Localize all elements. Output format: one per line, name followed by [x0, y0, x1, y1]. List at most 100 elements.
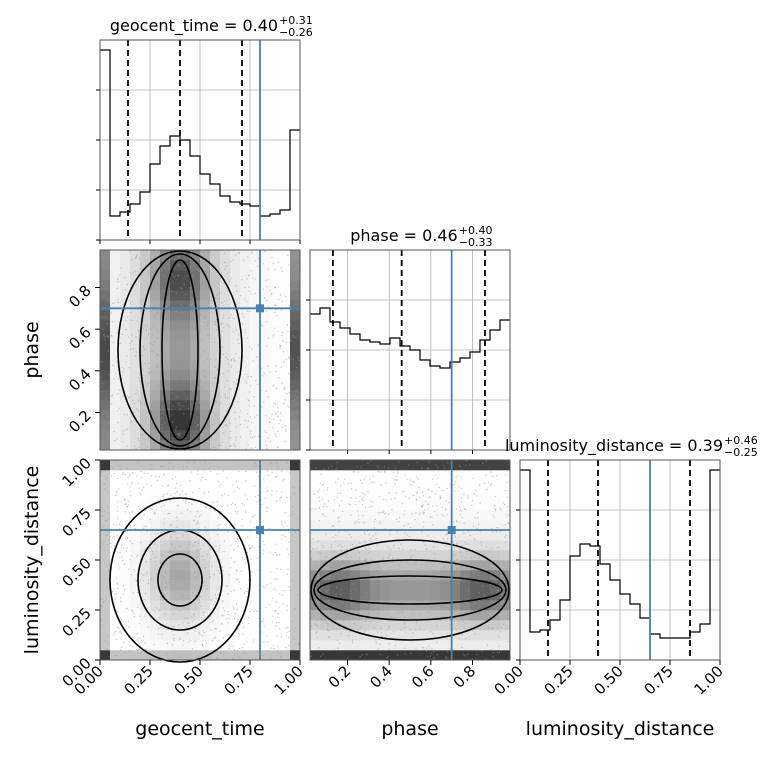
sample-point	[207, 434, 210, 436]
sample-point	[249, 531, 252, 533]
sample-point	[169, 462, 171, 464]
density-cell	[150, 430, 161, 441]
sample-point	[167, 484, 170, 487]
sample-point	[183, 380, 185, 382]
density-cell	[460, 480, 471, 491]
sample-point	[279, 499, 281, 501]
sample-point	[213, 377, 215, 379]
density-cell	[250, 410, 261, 421]
sample-point	[275, 412, 277, 415]
sample-point	[422, 513, 425, 515]
sample-point	[421, 646, 424, 649]
sample-point	[287, 331, 289, 333]
sample-point	[124, 319, 127, 322]
density-cell	[390, 610, 401, 621]
sample-point	[349, 504, 352, 506]
sample-point	[107, 336, 109, 338]
sample-point	[282, 478, 284, 480]
sample-point	[151, 468, 153, 470]
sample-point	[241, 525, 243, 528]
sample-point	[298, 316, 300, 318]
sample-point	[238, 488, 240, 490]
sample-point	[101, 428, 104, 431]
sample-point	[114, 494, 117, 496]
density-cell	[110, 640, 121, 651]
sample-point	[483, 563, 485, 565]
density-cell	[270, 630, 281, 641]
sample-point	[246, 278, 248, 280]
sample-point	[152, 553, 154, 555]
density-cell	[310, 630, 321, 641]
sample-point	[156, 573, 158, 576]
density-cell	[220, 340, 231, 351]
sample-point	[287, 644, 290, 647]
sample-point	[235, 603, 238, 606]
density-cell	[200, 640, 211, 651]
density-cell	[190, 340, 201, 351]
sample-point	[222, 432, 225, 434]
density-cell	[260, 260, 271, 271]
density-cell	[230, 560, 241, 571]
sample-point	[105, 519, 107, 522]
sample-point	[190, 438, 192, 440]
density-cell	[320, 530, 331, 541]
sample-point	[480, 562, 483, 565]
density-cell	[120, 280, 131, 291]
density-cell	[480, 530, 491, 541]
density-cell	[400, 530, 411, 541]
sample-point	[151, 350, 153, 352]
density-cell	[230, 520, 241, 531]
sample-point	[381, 556, 384, 559]
density-cell	[480, 490, 491, 501]
sample-point	[290, 579, 293, 582]
sample-point	[103, 510, 106, 512]
sample-point	[174, 378, 176, 380]
sample-point	[215, 415, 217, 417]
density-cell	[170, 470, 181, 481]
sample-point	[117, 421, 119, 424]
sample-point	[105, 534, 108, 537]
sample-point	[385, 589, 388, 592]
sample-point	[272, 335, 274, 337]
sample-point	[294, 295, 297, 297]
sample-point	[119, 551, 121, 554]
sample-point	[298, 643, 300, 645]
sample-point	[298, 288, 300, 291]
sample-point	[133, 569, 135, 571]
sample-point	[326, 628, 328, 630]
density-cell	[220, 640, 231, 651]
sample-point	[204, 584, 206, 587]
density-cell	[280, 620, 291, 631]
sample-point	[139, 301, 141, 303]
sample-point	[101, 383, 104, 385]
sample-point	[388, 492, 390, 494]
density-cell	[120, 350, 131, 361]
sample-point	[378, 638, 380, 641]
density-cell	[260, 390, 271, 401]
density-cell	[100, 350, 111, 361]
sample-point	[272, 385, 275, 387]
sample-point	[262, 263, 264, 265]
sample-point	[191, 471, 193, 473]
density-cell	[380, 640, 391, 651]
sample-point	[186, 509, 189, 511]
sample-point	[180, 373, 182, 375]
sample-point	[297, 430, 299, 432]
sample-point	[210, 300, 212, 302]
sample-point	[214, 320, 217, 323]
density-cell	[130, 290, 141, 301]
sample-point	[172, 438, 175, 440]
density-cell	[130, 550, 141, 561]
sample-point	[153, 543, 156, 546]
sample-point	[226, 424, 228, 427]
sample-point	[117, 409, 119, 412]
density-cell	[180, 330, 191, 341]
sample-point	[170, 630, 173, 632]
sample-point	[461, 634, 464, 636]
sample-point	[132, 592, 135, 594]
sample-point	[375, 639, 377, 641]
sample-point	[288, 630, 291, 633]
sample-point	[291, 620, 293, 623]
sample-point	[422, 541, 424, 543]
sample-point	[200, 309, 202, 311]
